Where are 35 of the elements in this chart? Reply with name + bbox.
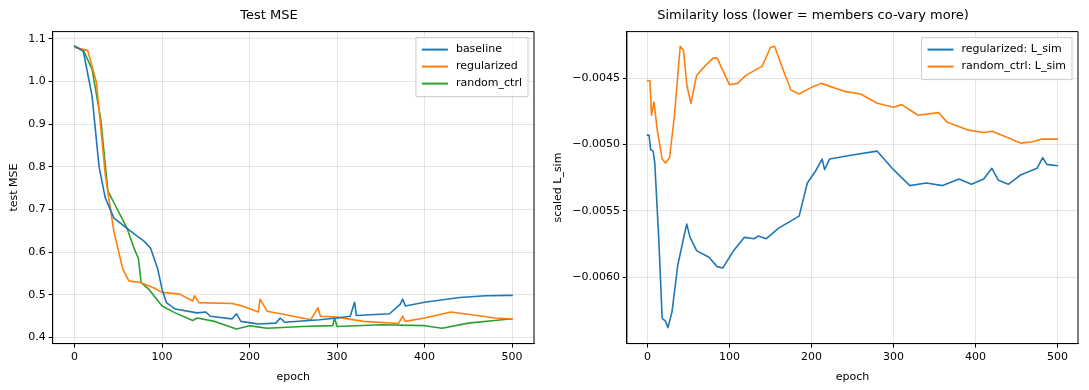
- x-tick-label: 500: [1047, 350, 1068, 364]
- legend-label: random_ctrl: L_sim: [961, 59, 1066, 73]
- x-tick-label: 200: [800, 350, 822, 364]
- x-tick-label: 400: [414, 350, 436, 364]
- x-tick-label: 200: [239, 350, 261, 364]
- y-tick-label: 1.1: [28, 31, 46, 45]
- x-tick-label: 100: [151, 350, 173, 364]
- y-tick-label: −0.0055: [572, 203, 620, 217]
- y-tick-label: 0.5: [28, 287, 46, 301]
- x-axis-title: epoch: [835, 370, 870, 384]
- y-tick-label: 1.0: [28, 74, 46, 88]
- y-tick-label: −0.0050: [572, 137, 620, 151]
- y-tick-label: 0.6: [28, 245, 46, 259]
- y-axis-title: scaled L_sim: [551, 152, 565, 223]
- legend-label: regularized: [455, 59, 518, 73]
- y-tick-label: −0.0060: [572, 270, 620, 284]
- x-tick-label: 0: [71, 350, 79, 364]
- x-tick-label: 300: [882, 350, 904, 364]
- x-axis-title: epoch: [276, 370, 311, 384]
- x-tick-label: 300: [326, 350, 348, 364]
- y-tick-label: 0.4: [28, 330, 46, 344]
- legend-label: baseline: [455, 42, 503, 56]
- x-tick-label: 400: [964, 350, 986, 364]
- chart-title: Test MSE: [239, 7, 298, 23]
- y-tick-label: 0.9: [28, 117, 46, 131]
- legend-label: random_ctrl: [455, 76, 523, 90]
- y-tick-label: 0.8: [28, 159, 46, 173]
- chart-title: Similarity loss (lower = members co-vary more): [657, 7, 969, 23]
- x-tick-label: 0: [643, 350, 651, 364]
- x-tick-label: 100: [718, 350, 740, 364]
- y-tick-label: 0.7: [28, 202, 46, 216]
- legend-label: regularized: L_sim: [961, 42, 1062, 56]
- y-axis-title: test MSE: [7, 163, 21, 212]
- x-tick-label: 500: [501, 350, 523, 364]
- y-tick-label: −0.0045: [572, 70, 620, 84]
